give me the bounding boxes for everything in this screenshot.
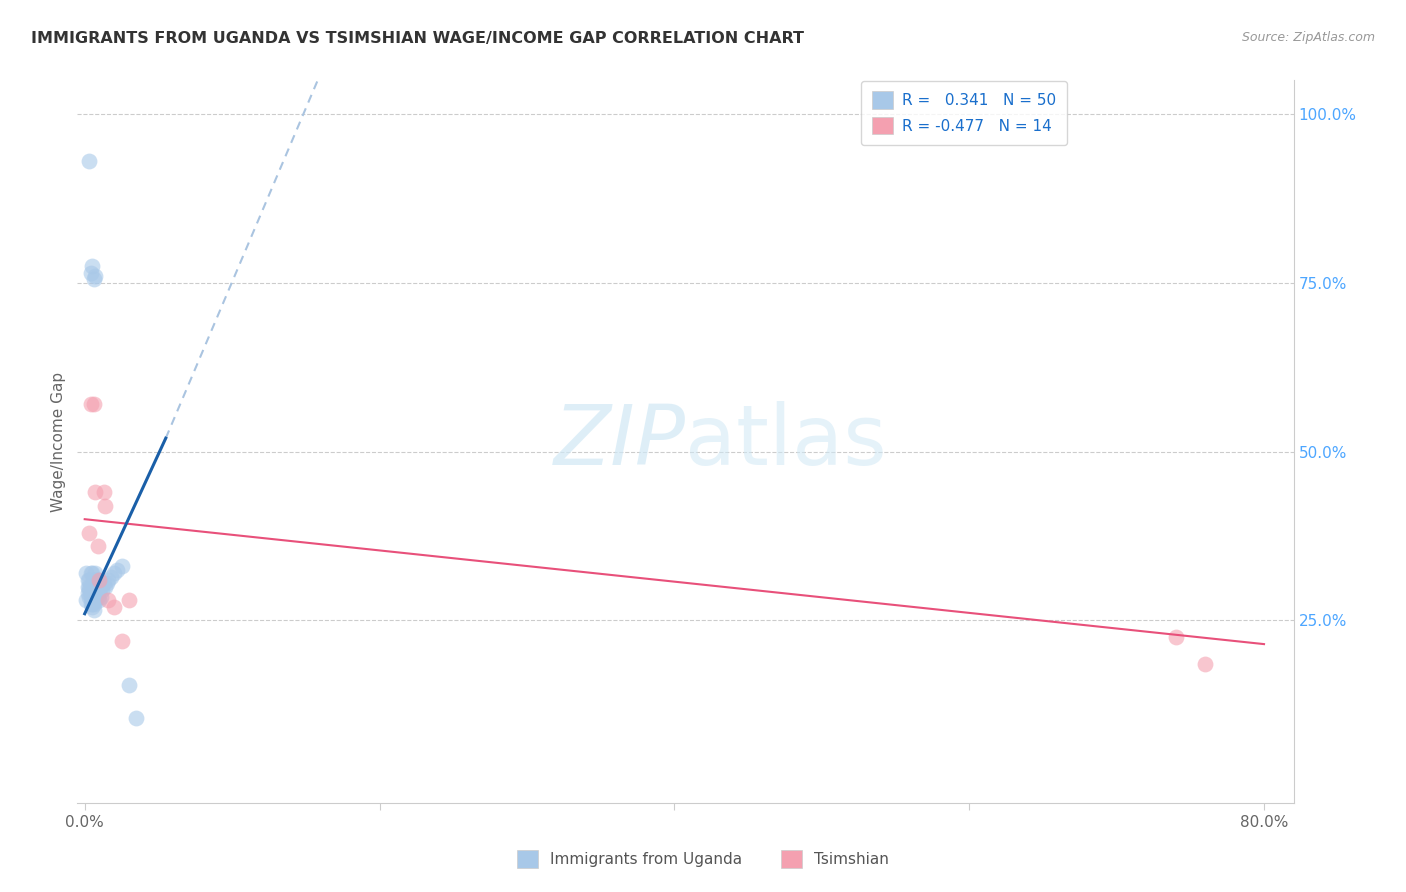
Point: [87, 573, 110, 587]
Point: [105, 563, 128, 577]
Text: atlas: atlas: [686, 401, 887, 482]
Point: [79, 590, 101, 604]
Point: [79, 580, 101, 594]
Point: [90, 590, 112, 604]
Y-axis label: Wage/Income Gap: Wage/Income Gap: [51, 371, 66, 512]
Point: [77, 590, 100, 604]
Point: [110, 633, 132, 648]
Legend: R =   0.341   N = 50, R = -0.477   N = 14: R = 0.341 N = 50, R = -0.477 N = 14: [860, 80, 1067, 145]
Point: [97, 573, 120, 587]
Point: [83, 583, 105, 598]
Point: [80, 259, 103, 273]
Point: [80, 566, 103, 581]
Text: ZIP: ZIP: [554, 401, 686, 482]
Point: [91, 583, 114, 598]
Point: [103, 599, 125, 614]
Point: [125, 711, 148, 725]
Point: [84, 485, 107, 500]
Point: [83, 397, 105, 411]
Point: [76, 580, 98, 594]
Point: [94, 499, 117, 513]
Point: [87, 539, 110, 553]
Point: [77, 583, 100, 598]
Point: [84, 580, 107, 594]
Point: [83, 597, 105, 611]
Point: [118, 678, 141, 692]
Point: [79, 397, 101, 411]
Point: [83, 272, 105, 286]
Point: [89, 573, 111, 587]
Point: [77, 525, 100, 540]
Point: [79, 586, 101, 600]
Point: [86, 580, 108, 594]
Point: [100, 569, 122, 583]
Point: [86, 573, 108, 587]
Point: [87, 590, 110, 604]
Point: [77, 580, 100, 594]
Point: [75, 566, 97, 581]
Point: [79, 266, 101, 280]
Point: [79, 597, 101, 611]
Point: [80, 599, 103, 614]
Point: [96, 576, 118, 591]
Point: [86, 586, 108, 600]
Text: IMMIGRANTS FROM UGANDA VS TSIMSHIAN WAGE/INCOME GAP CORRELATION CHART: IMMIGRANTS FROM UGANDA VS TSIMSHIAN WAGE…: [31, 31, 804, 46]
Point: [94, 580, 117, 594]
Point: [76, 586, 98, 600]
Point: [1194, 657, 1216, 672]
Point: [76, 573, 98, 587]
Point: [93, 576, 115, 591]
Point: [103, 566, 125, 581]
Point: [80, 597, 103, 611]
Point: [87, 583, 110, 598]
Point: [84, 566, 107, 581]
Point: [1164, 631, 1187, 645]
Point: [83, 590, 105, 604]
Point: [89, 583, 111, 598]
Point: [97, 593, 120, 607]
Point: [84, 269, 107, 284]
Point: [118, 593, 141, 607]
Point: [80, 580, 103, 594]
Point: [83, 573, 105, 587]
Point: [75, 593, 97, 607]
Point: [83, 603, 105, 617]
Point: [77, 573, 100, 587]
Point: [89, 593, 111, 607]
Point: [80, 586, 103, 600]
Legend: Immigrants from Uganda, Tsimshian: Immigrants from Uganda, Tsimshian: [510, 844, 896, 873]
Text: Source: ZipAtlas.com: Source: ZipAtlas.com: [1241, 31, 1375, 45]
Point: [79, 566, 101, 581]
Point: [77, 154, 100, 169]
Point: [84, 593, 107, 607]
Point: [93, 485, 115, 500]
Point: [80, 593, 103, 607]
Point: [90, 580, 112, 594]
Point: [89, 573, 111, 587]
Point: [110, 559, 132, 574]
